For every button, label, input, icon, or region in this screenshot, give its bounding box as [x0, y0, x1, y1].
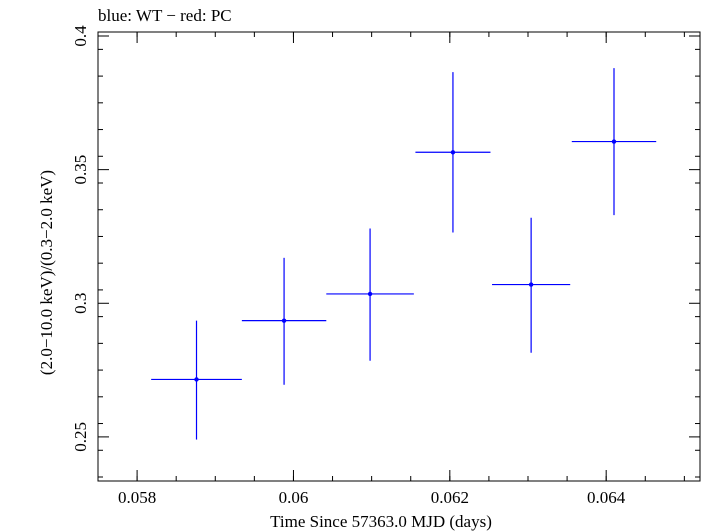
x-tick-label: 0.064 [587, 488, 626, 507]
data-point [241, 257, 327, 385]
data-point [571, 68, 657, 216]
data-point [326, 228, 414, 361]
point-marker [450, 150, 456, 155]
point-marker [367, 291, 373, 297]
axis-ticks [97, 32, 700, 481]
y-tick-label: 0.25 [71, 422, 90, 452]
y-axis-label: (2.0−10.0 keV)/(0.3−2.0 keV) [37, 170, 56, 375]
data-points [151, 68, 657, 440]
x-tick-label: 0.06 [279, 488, 309, 507]
point-marker [528, 282, 534, 287]
y-tick-label: 0.3 [71, 293, 90, 314]
chart-title: blue: WT − red: PC [98, 6, 232, 25]
x-tick-label: 0.058 [118, 488, 156, 507]
y-tick-label: 0.35 [71, 155, 90, 185]
x-tick-label: 0.062 [431, 488, 469, 507]
data-point [492, 217, 571, 353]
point-marker [194, 377, 199, 382]
axis-tick-labels: 0.058 0.06 0.062 0.064 0.25 0.3 0.35 0.4 [71, 25, 626, 507]
point-marker [611, 139, 617, 144]
plot-frame [97, 31, 701, 482]
data-point [151, 320, 242, 440]
point-marker [281, 318, 287, 323]
data-point [415, 72, 491, 233]
x-axis-label: Time Since 57363.0 MJD (days) [270, 512, 492, 531]
y-tick-label: 0.4 [71, 25, 90, 47]
